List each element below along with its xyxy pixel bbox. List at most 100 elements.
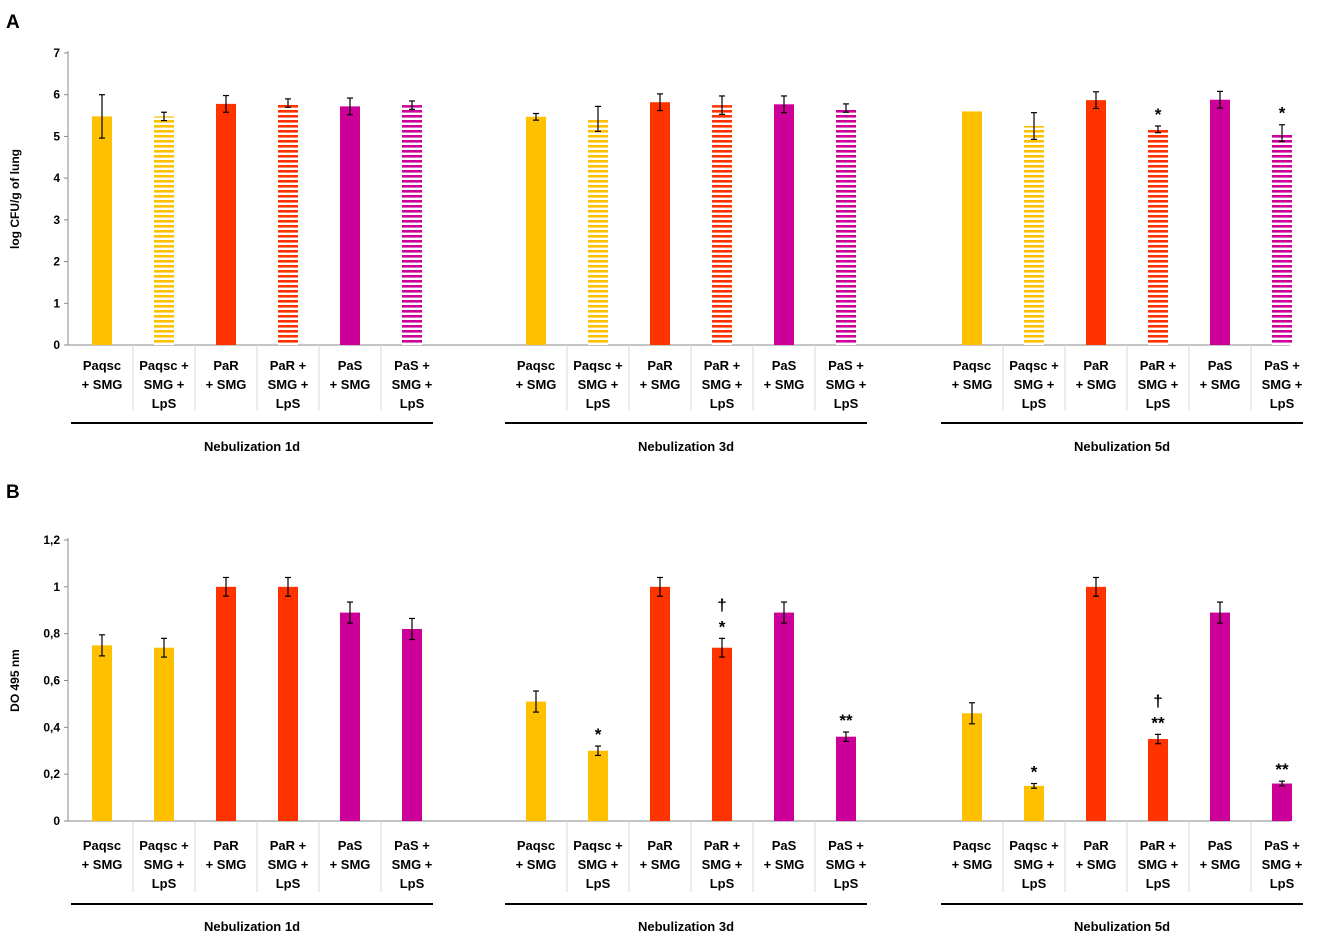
significance-marker: **: [839, 711, 853, 730]
category-label: SMG +: [144, 857, 185, 872]
y-tick-label: 1: [53, 296, 60, 310]
category-label: PaR +: [270, 358, 307, 373]
category-label: LpS: [834, 396, 859, 411]
category-label: LpS: [1270, 876, 1295, 891]
panel-letter-b: B: [6, 482, 20, 503]
bar: [278, 103, 298, 345]
bar: [340, 612, 360, 821]
category-label: + SMG: [764, 857, 805, 872]
y-tick-label: 0: [53, 814, 60, 828]
category-label: + SMG: [330, 857, 371, 872]
category-label: SMG +: [1014, 377, 1055, 392]
panel-letter-a: A: [6, 12, 20, 33]
category-label: SMG +: [826, 377, 867, 392]
category-label: PaR: [213, 358, 239, 373]
category-label: LpS: [586, 876, 611, 891]
bar: [962, 111, 982, 346]
category-label: + SMG: [1200, 857, 1241, 872]
significance-marker: *: [595, 725, 602, 744]
category-label: SMG +: [578, 377, 619, 392]
bar: [154, 647, 174, 821]
y-tick-label: 3: [53, 213, 60, 227]
bar: [1210, 612, 1230, 821]
category-label: PaR: [213, 838, 239, 853]
category-label: + SMG: [82, 857, 123, 872]
bar: [650, 102, 670, 345]
category-label: + SMG: [1200, 377, 1241, 392]
category-label: Paqsc +: [1009, 358, 1059, 373]
significance-marker: *: [719, 617, 726, 636]
category-label: SMG +: [1014, 857, 1055, 872]
bar: [1272, 133, 1292, 345]
bar: [1272, 783, 1292, 821]
category-label: PaS +: [828, 358, 864, 373]
bar: [92, 116, 112, 345]
category-label: SMG +: [392, 377, 433, 392]
category-label: PaR: [1083, 838, 1109, 853]
y-tick-label: 2: [53, 255, 60, 269]
bar: [588, 750, 608, 821]
y-tick-label: 1: [53, 580, 60, 594]
y-tick-label: 7: [53, 46, 60, 60]
bar: [1024, 785, 1044, 821]
category-label: Paqsc: [953, 358, 991, 373]
category-label: LpS: [400, 876, 425, 891]
y-tick-label: 4: [53, 171, 60, 185]
category-label: SMG +: [268, 377, 309, 392]
bar: [340, 106, 360, 345]
category-label: PaR: [1083, 358, 1109, 373]
group-label: Nebulization 5d: [1074, 919, 1170, 934]
category-label: PaR +: [1140, 358, 1177, 373]
bar: [154, 116, 174, 345]
bar: [774, 612, 794, 821]
bar: [774, 104, 794, 346]
bar: [1148, 739, 1168, 821]
bar: [836, 108, 856, 345]
bar: [402, 105, 422, 346]
category-label: PaS: [338, 358, 363, 373]
bar: [526, 701, 546, 821]
y-tick-label: 1,2: [43, 533, 60, 547]
category-label: SMG +: [578, 857, 619, 872]
significance-marker: *: [1155, 105, 1162, 124]
bar: [278, 586, 298, 821]
bar: [92, 645, 112, 821]
y-tick-label: 0,8: [43, 627, 60, 641]
category-label: LpS: [1022, 876, 1047, 891]
y-axis-label: log CFU/g of lung: [8, 149, 22, 249]
category-label: Paqsc: [953, 838, 991, 853]
category-label: PaS: [1208, 838, 1233, 853]
category-label: SMG +: [826, 857, 867, 872]
category-label: PaR: [647, 838, 673, 853]
category-label: LpS: [1146, 396, 1171, 411]
category-label: Paqsc +: [139, 838, 189, 853]
bar: [1148, 129, 1168, 345]
bar: [216, 103, 236, 346]
category-label: + SMG: [952, 857, 993, 872]
category-label: + SMG: [952, 377, 993, 392]
category-label: LpS: [710, 876, 735, 891]
category-label: PaR: [647, 358, 673, 373]
category-label: LpS: [276, 396, 301, 411]
category-label: Paqsc +: [139, 358, 189, 373]
bar: [402, 628, 422, 821]
bar: [588, 118, 608, 345]
bar: [962, 713, 982, 821]
category-label: SMG +: [268, 857, 309, 872]
category-label: PaS +: [828, 838, 864, 853]
category-label: Paqsc: [83, 358, 121, 373]
group-label: Nebulization 5d: [1074, 439, 1170, 454]
category-label: Paqsc +: [573, 838, 623, 853]
category-label: LpS: [1146, 876, 1171, 891]
significance-marker: †: [1153, 691, 1162, 710]
group-label: Nebulization 1d: [204, 439, 300, 454]
category-label: LpS: [276, 876, 301, 891]
category-label: Paqsc: [517, 358, 555, 373]
category-label: + SMG: [330, 377, 371, 392]
group-label: Nebulization 1d: [204, 919, 300, 934]
category-label: Paqsc: [517, 838, 555, 853]
category-label: + SMG: [206, 857, 247, 872]
category-label: PaS: [772, 358, 797, 373]
category-label: LpS: [710, 396, 735, 411]
